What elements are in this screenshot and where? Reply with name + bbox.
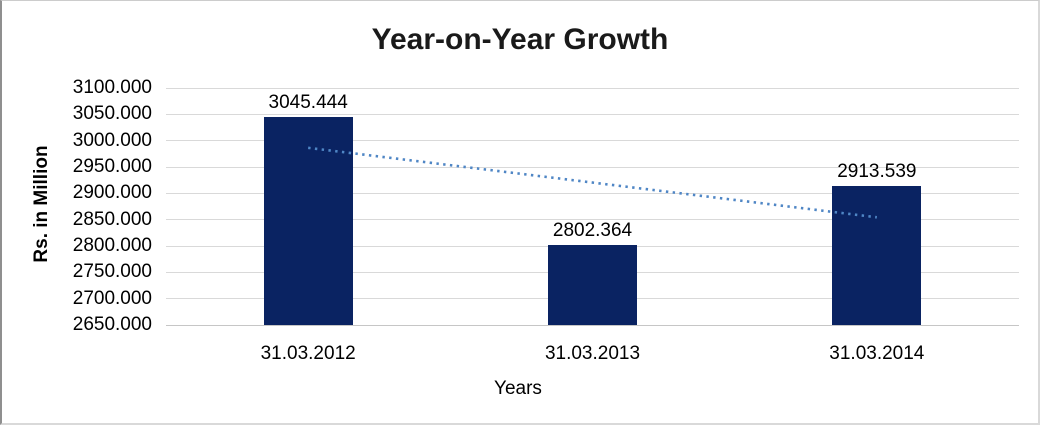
gridline (166, 166, 1019, 168)
data-label: 2913.539 (837, 161, 917, 183)
x-tick-label: 31.03.2014 (829, 343, 925, 364)
y-tick-label: 3100.000 (72, 77, 152, 98)
gridline (166, 324, 1019, 326)
chart-title: Year-on-Year Growth (371, 23, 669, 56)
y-tick-label: 2900.000 (72, 182, 152, 204)
bar (263, 116, 353, 325)
gridline (166, 113, 1019, 115)
data-label: 2802.364 (552, 219, 633, 241)
trendline-dotted-line (308, 146, 877, 219)
gridline (166, 219, 1019, 221)
y-tick-label: 2800.000 (72, 235, 152, 256)
y-tick-label: 2700.000 (72, 287, 152, 309)
x-tick-label: 31.03.2013 (544, 343, 641, 364)
gridline (166, 140, 1019, 142)
bar (548, 244, 637, 325)
y-tick-label: 2850.000 (72, 208, 152, 230)
y-tick-label: 2650.000 (72, 314, 152, 335)
trendline (308, 146, 877, 219)
y-tick-label: 2950.000 (72, 156, 152, 177)
y-tick-label: 3050.000 (72, 103, 152, 125)
gridline (166, 87, 1019, 89)
x-axis-title: Years (494, 378, 542, 399)
data-label: 3045.444 (268, 91, 348, 113)
plot-area: 3045.444 2802.364 2913.539 (166, 87, 1019, 326)
bar (832, 186, 922, 325)
gridline (166, 192, 1019, 194)
y-tick-label: 3000.000 (72, 129, 152, 151)
x-tick-label: 31.03.2012 (260, 343, 356, 364)
y-tick-label: 2750.000 (72, 261, 152, 283)
